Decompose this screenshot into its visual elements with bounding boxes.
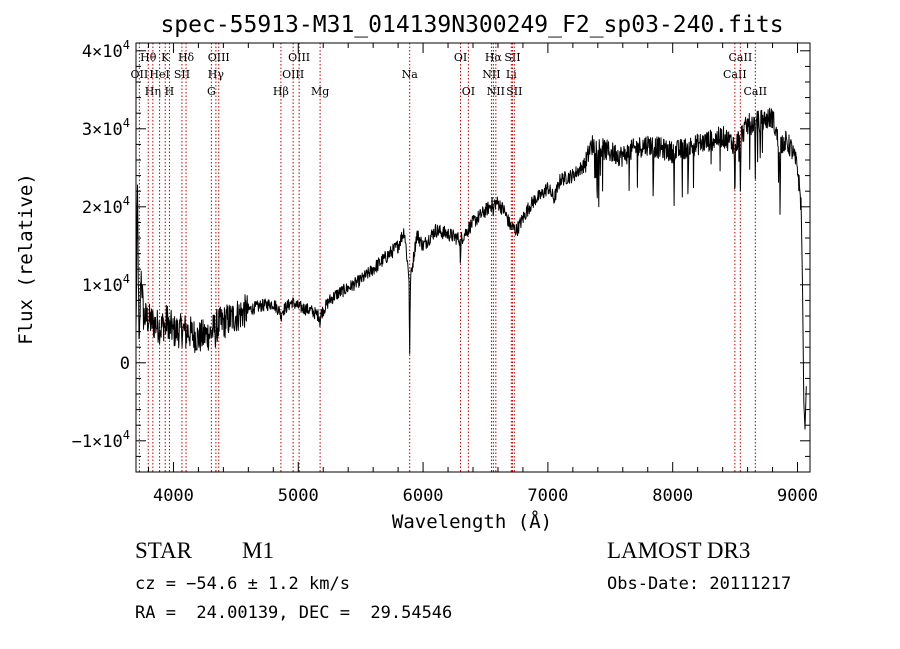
line-label: K	[161, 51, 170, 64]
x-tick-label: 9000	[777, 486, 818, 506]
line-label: Hβ	[273, 85, 289, 98]
x-tick-label: 8000	[652, 486, 693, 506]
y-tick-label: 1×104	[82, 272, 130, 296]
line-label: SII	[504, 51, 520, 64]
x-axis-label: Wavelength (Å)	[392, 510, 552, 533]
line-label: OIII	[288, 51, 310, 64]
line-label: Li	[506, 68, 517, 81]
line-label: CaII	[743, 85, 767, 98]
line-label: NII	[487, 85, 505, 98]
line-label: Na	[402, 68, 419, 81]
line-label: Hη	[145, 85, 161, 98]
line-label: HeI	[149, 68, 169, 81]
line-label: G	[207, 85, 216, 98]
line-label: CaII	[723, 68, 747, 81]
y-tick-label: −1×104	[72, 428, 130, 452]
x-tick-label: 6000	[403, 486, 444, 506]
y-tick-label: 4×104	[82, 38, 130, 62]
object-subclass: M1	[242, 538, 274, 563]
line-label: NII	[482, 68, 500, 81]
line-label: OI	[454, 51, 467, 64]
line-label: Hθ	[140, 51, 157, 64]
axis-ticks: 4000 5000 6000 7000 8000 9000 −1×104 0 1×104 2×10…	[72, 38, 818, 506]
line-label: SII	[506, 85, 522, 98]
y-tick-label: 0	[120, 354, 130, 374]
line-label: Hα	[485, 51, 503, 64]
spectrum-series-line	[135, 107, 807, 430]
observation-date: Obs-Date: 20111217	[607, 574, 792, 594]
chart-title: spec-55913-M31_014139N300249_F2_sp03-240…	[160, 12, 783, 38]
line-label: Hδ	[178, 51, 195, 64]
x-tick-label: 5000	[278, 486, 319, 506]
line-label: H	[165, 85, 175, 98]
line-label: CaII	[729, 51, 753, 64]
line-label: OIII	[282, 68, 304, 81]
plot-frame	[135, 42, 811, 473]
y-tick-label: 3×104	[82, 116, 130, 140]
x-tick-label: 7000	[527, 486, 568, 506]
emission-line-markers: OII Hθ Hη HeI K H SII Hδ G Hγ OIII Hβ OIII OIII Mg Na OI…	[131, 43, 767, 472]
object-class: STAR	[135, 538, 192, 563]
y-tick-label: 2×104	[82, 194, 130, 218]
line-label: OIII	[208, 51, 230, 64]
line-label: OI	[462, 85, 475, 98]
survey-name: LAMOST DR3	[607, 538, 751, 563]
redshift-readout: cz = −54.6 ± 1.2 km/s	[135, 574, 350, 594]
y-axis-label: Flux (relative)	[15, 173, 37, 345]
coordinates-readout: RA = 24.00139, DEC = 29.54546	[135, 603, 453, 623]
line-label: SII	[174, 68, 190, 81]
line-label: OII	[131, 68, 149, 81]
line-label: Mg	[311, 85, 329, 98]
x-tick-label: 4000	[153, 486, 194, 506]
line-label: Hγ	[208, 68, 225, 81]
